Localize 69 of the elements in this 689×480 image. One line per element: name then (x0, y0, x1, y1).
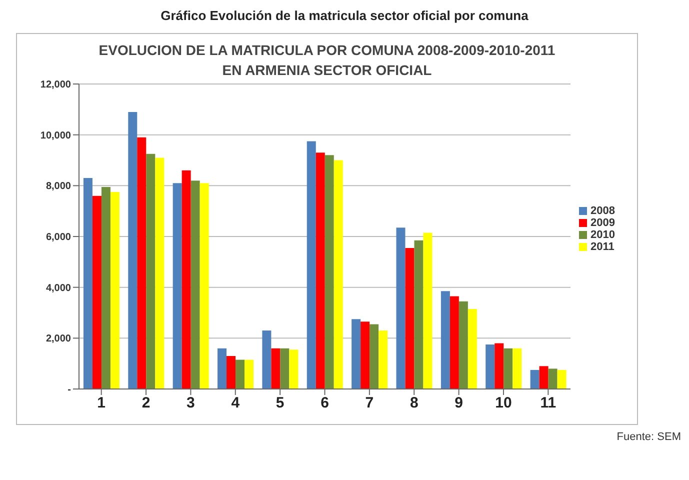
bar (92, 196, 102, 389)
bar (530, 370, 540, 389)
bar (334, 160, 343, 389)
x-tick-label: 11 (540, 394, 556, 412)
bar (226, 356, 236, 389)
y-tick-label: 2,000 (46, 334, 72, 345)
bar (512, 348, 522, 389)
legend-label: 2008 (590, 205, 615, 217)
bar (486, 344, 495, 389)
x-tick-label: 6 (320, 394, 329, 412)
bar (101, 186, 110, 389)
x-tick-label: 1 (97, 394, 106, 412)
bar (83, 178, 92, 389)
source-note: Fuente: SEM (616, 431, 681, 443)
legend-label: 2009 (590, 217, 615, 229)
x-tick-label: 3 (186, 394, 195, 412)
x-tick-label: 5 (276, 394, 284, 412)
y-tick-label: 4,000 (46, 282, 72, 294)
bar (110, 192, 120, 389)
x-tick-label: 4 (231, 394, 240, 412)
bar (360, 322, 370, 389)
y-tick-label: 12,000 (40, 80, 72, 91)
bar (548, 368, 558, 389)
bar (370, 324, 379, 389)
bar (440, 291, 450, 389)
bar (423, 232, 432, 389)
legend-label: 2011 (590, 241, 614, 253)
chart-subtitle: EVOLUCION DE LA MATRICULA POR COMUNA 2008-2009-2010-2011 EN ARMENIA SECTOR OFICIAL (98, 41, 556, 80)
bar (414, 240, 424, 389)
bar (557, 370, 566, 389)
bar (504, 348, 513, 389)
x-tick-label: 9 (454, 394, 463, 412)
bar (172, 183, 182, 389)
bar (182, 170, 191, 389)
y-tick-label: 10,000 (40, 130, 72, 142)
bar (146, 154, 156, 389)
y-tick-label: 6,000 (46, 232, 72, 244)
chart-title: Gráfico Evolución de la matricula sector oficial por comuna (160, 8, 530, 23)
bar (271, 348, 280, 389)
bar (316, 152, 325, 389)
y-tick-label: - (68, 384, 71, 396)
bar (137, 137, 146, 389)
bar (396, 228, 406, 389)
bar (378, 330, 388, 389)
x-tick-label: 10 (495, 394, 512, 412)
x-tick-label: 7 (365, 394, 374, 412)
bar (155, 158, 164, 389)
bar (128, 112, 138, 389)
x-tick-label: 8 (410, 394, 418, 412)
bar (190, 180, 200, 389)
bar (450, 296, 459, 389)
legend-label: 2010 (590, 229, 615, 241)
bar (200, 183, 209, 389)
bar (458, 301, 468, 389)
bar (236, 360, 245, 389)
bar (262, 330, 272, 389)
bar (306, 141, 316, 389)
x-tick-label: 2 (142, 394, 150, 412)
bar (218, 348, 227, 389)
bar (324, 155, 334, 389)
bar (539, 366, 548, 389)
bar (244, 360, 254, 389)
bar (468, 308, 477, 389)
bar (280, 348, 290, 389)
bar (289, 350, 298, 389)
y-tick-label: 8,000 (46, 181, 72, 192)
bar (352, 319, 361, 389)
bar (494, 343, 504, 389)
bar (405, 248, 414, 389)
